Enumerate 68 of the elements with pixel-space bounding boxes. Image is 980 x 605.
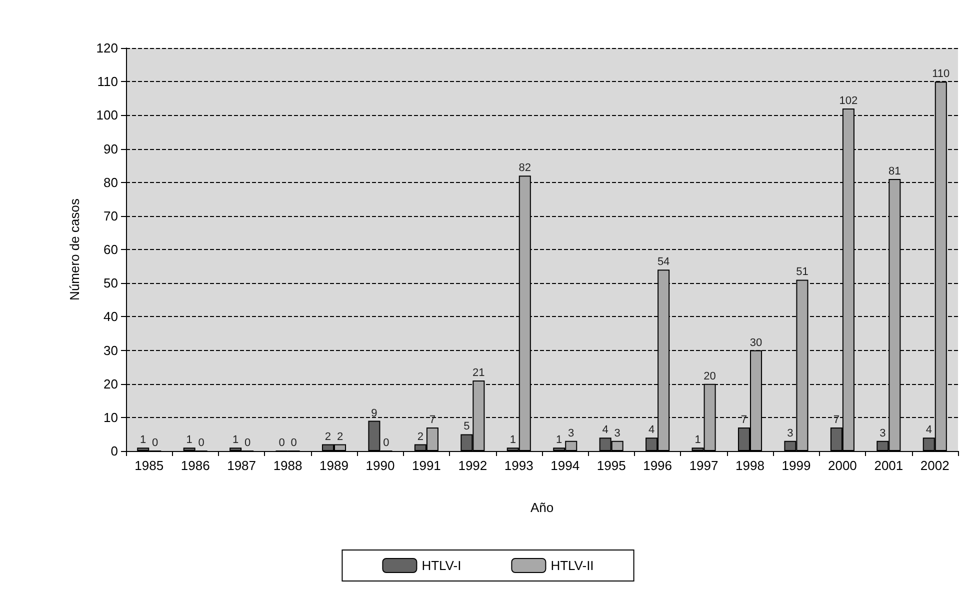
data-label: 102 [839,94,858,107]
data-label: 1 [140,434,146,446]
data-label: 9 [371,407,378,420]
data-label: 110 [932,68,950,80]
data-label: 1 [556,434,562,446]
x-tick-label: 2002 [920,458,950,473]
data-label: 0 [198,437,204,449]
data-label: 20 [704,370,716,382]
x-axis-title: Año [530,500,554,515]
data-label: 81 [888,165,901,178]
x-tick-label: 1986 [180,458,210,473]
y-tick-label: 100 [96,108,118,123]
data-label: 4 [926,424,932,436]
x-tick-label: 1999 [782,458,811,473]
data-label: 1 [694,434,701,446]
x-tick-label: 1993 [504,458,534,473]
y-tick-label: 20 [104,376,118,392]
x-tick-label: 1995 [596,458,626,473]
x-tick-label: 1992 [458,458,488,473]
data-label: 0 [383,437,390,449]
data-label: 82 [518,162,532,174]
x-tick-label: 1987 [227,458,256,473]
y-tick-label: 60 [104,242,118,257]
x-tick-label: 1997 [689,458,718,473]
y-tick-label: 50 [104,276,118,291]
x-tick-label: 2000 [828,458,857,473]
data-label: 21 [472,366,485,379]
legend-label: HTLV-I [422,558,462,573]
x-tick-label: 2001 [874,458,904,473]
data-label: 3 [568,427,574,440]
data-label: 0 [290,437,297,449]
data-label: 0 [278,437,285,449]
data-label: 54 [657,256,670,268]
x-tick-label: 1988 [273,458,302,473]
y-tick-label: 80 [104,174,118,190]
x-tick-label: 1996 [643,458,672,473]
data-label: 0 [152,437,158,449]
data-label: 2 [336,430,344,443]
y-tick-label: 110 [97,74,118,90]
y-tick-label: 0 [110,444,118,458]
data-label: 3 [880,427,886,440]
data-label: 4 [602,424,608,436]
data-label: 0 [244,437,251,449]
legend-label: HTLV-II [550,558,594,573]
data-label: 2 [324,430,332,443]
y-tick-label: 70 [104,208,118,224]
x-tick-label: 1989 [320,458,348,473]
data-label: 1 [186,434,192,446]
data-label: 2 [417,430,424,443]
data-label: 3 [614,427,620,440]
x-tick-label: 1998 [736,458,764,473]
data-label: 30 [750,336,762,349]
y-axis-title: Número de casos [67,198,82,300]
data-label: 3 [787,427,794,440]
data-label: 51 [796,266,808,278]
data-label: 5 [464,420,470,433]
x-tick-label: 1985 [134,458,164,473]
data-label: 1 [510,434,516,446]
y-tick-label: 10 [104,410,118,425]
data-label: 1 [232,434,239,446]
x-tick-label: 1990 [366,458,395,473]
y-tick-label: 30 [104,342,118,358]
y-tick-label: 90 [104,141,118,156]
data-label: 4 [648,424,655,436]
x-tick-label: 1994 [550,458,580,473]
y-tick-label: 120 [96,40,118,56]
y-tick-label: 40 [104,309,118,324]
x-tick-label: 1991 [412,458,441,473]
